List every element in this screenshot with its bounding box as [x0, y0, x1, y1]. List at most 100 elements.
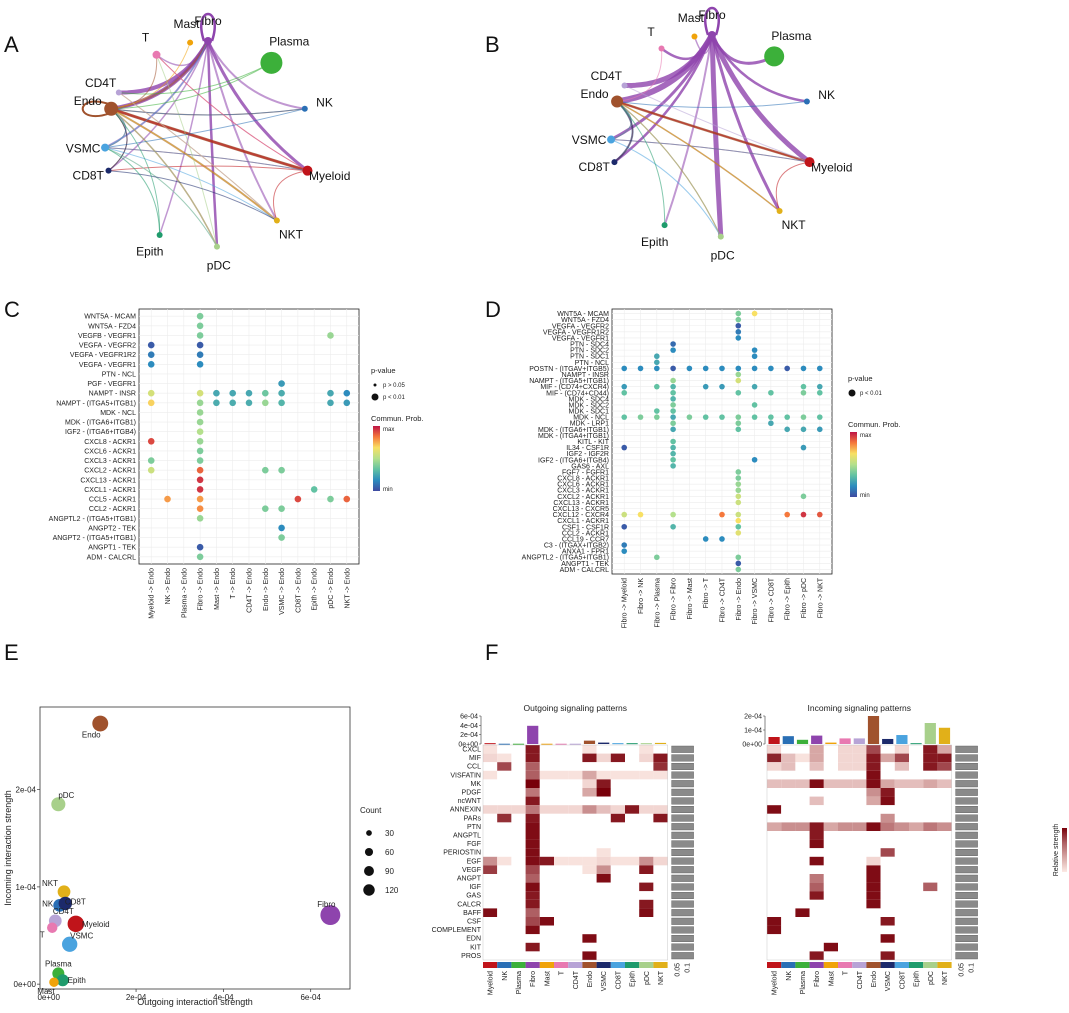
incoming-cell: [781, 891, 796, 900]
incoming-cell: [866, 856, 881, 866]
dot-mark: [310, 486, 318, 493]
outgoing-cell: [653, 788, 668, 797]
chord-edge: [111, 40, 209, 110]
outgoing-bar-tick-label: 2e-04: [460, 732, 478, 739]
incoming-cell: [937, 865, 952, 874]
dot-mark: [735, 560, 742, 567]
outgoing-cell: [653, 796, 668, 806]
incoming-cell: [880, 770, 895, 780]
incoming-cell: [767, 779, 782, 788]
row-label: CXCL3 - ACKR1: [557, 488, 609, 495]
incoming-cell: [823, 788, 838, 797]
row-label: CXCL1 - ACKR1: [557, 518, 609, 525]
node-label-plasma: Plasma: [771, 29, 811, 43]
incoming-cell: [809, 934, 824, 943]
row-label: PTN - SDC2: [570, 348, 609, 355]
outgoing-color-strip: [639, 962, 654, 968]
outgoing-cell: [596, 899, 611, 909]
chord-edge: [206, 40, 219, 247]
node-cd8t: [611, 159, 618, 166]
outgoing-cell: [568, 805, 583, 814]
incoming-cell: [852, 770, 867, 780]
outgoing-cell: [568, 822, 583, 831]
outgoing-cell: [511, 874, 526, 883]
node-label-vsmc: VSMC: [66, 141, 101, 155]
scatter-label-endo: Endo: [82, 731, 101, 740]
prob-colorbar: [373, 426, 380, 491]
incoming-cell: [894, 899, 909, 909]
panel-c-dotplot: Myeloid -> Endo NK -> Endo Plasma -> Endo F…: [49, 308, 424, 619]
incoming-cell: [937, 831, 952, 840]
row-label: CXCL6 - ACKR1: [557, 482, 609, 489]
outgoing-cell: [582, 908, 597, 917]
incoming-cell: [823, 822, 838, 831]
outgoing-cell: [596, 805, 611, 814]
dot-mark: [686, 414, 693, 420]
incoming-cell: [937, 770, 952, 780]
incoming-bar-mast: [825, 742, 837, 744]
incoming-cell: [866, 874, 881, 883]
incoming-col-label: NKT: [942, 970, 949, 985]
outgoing-cell: [497, 822, 512, 831]
incoming-cell: [866, 779, 881, 788]
row-label: GAS6 - AXL: [571, 463, 609, 470]
dot-mark: [196, 428, 204, 435]
dot-mark: [670, 444, 676, 451]
outgoing-cell: [596, 917, 611, 926]
dot-mark: [621, 511, 628, 518]
incoming-col-label: T: [843, 970, 850, 975]
outgoing-bar-nk: [498, 743, 510, 745]
incoming-cell: [909, 899, 924, 909]
dot-mark: [670, 341, 676, 347]
outgoing-cell: [483, 899, 498, 909]
outgoing-cell: [483, 856, 498, 866]
incoming-cell: [838, 770, 853, 780]
incoming-cell: [880, 882, 895, 892]
outgoing-cell: [582, 874, 597, 883]
outgoing-side-bar: [671, 849, 694, 857]
dot-mark: [196, 495, 204, 503]
outgoing-cell: [653, 891, 668, 900]
incoming-cell: [923, 908, 938, 917]
chord-edge: [111, 54, 158, 110]
incoming-cell: [909, 813, 924, 823]
dot-mark: [196, 505, 204, 512]
outgoing-cell: [625, 951, 640, 960]
outgoing-cell: [483, 805, 498, 814]
node-endo: [104, 101, 119, 116]
outgoing-bar-plasma: [512, 743, 525, 745]
outgoing-cell: [525, 813, 540, 823]
incoming-cell: [937, 917, 952, 926]
dot-mark: [294, 495, 302, 503]
outgoing-cell: [497, 762, 512, 771]
incoming-cell: [852, 891, 867, 900]
outgoing-cell: [639, 882, 654, 892]
incoming-cell: [795, 848, 810, 857]
row-label: CXCL2 - ACKR1: [557, 494, 609, 501]
row-label: ADM - CALCRL: [560, 567, 610, 574]
incoming-cell: [852, 753, 867, 763]
col-label: Fibro -> CD4T: [720, 577, 727, 622]
scatter-label-cd4t: CD4T: [53, 907, 74, 916]
incoming-cell: [781, 813, 796, 823]
dot-mark: [670, 438, 676, 445]
incoming-cell: [781, 882, 796, 892]
dot-mark: [229, 389, 237, 397]
outgoing-cell: [625, 753, 640, 763]
incoming-cell: [894, 822, 909, 831]
outgoing-cell: [568, 882, 583, 892]
dot-mark: [670, 402, 676, 408]
outgoing-cell: [525, 908, 540, 917]
dot-mark: [735, 420, 742, 427]
chord-edge: [105, 147, 308, 172]
outgoing-cell: [511, 951, 526, 960]
incoming-cell: [923, 762, 938, 771]
dot-mark: [196, 322, 204, 330]
incoming-side-bar: [955, 943, 978, 951]
dot-mark: [196, 466, 204, 474]
col-label: Fibro -> Plasma: [654, 578, 661, 628]
outgoing-cell: [653, 805, 668, 814]
dot-mark: [196, 351, 204, 359]
outgoing-cell: [497, 753, 512, 763]
incoming-cell: [894, 813, 909, 823]
